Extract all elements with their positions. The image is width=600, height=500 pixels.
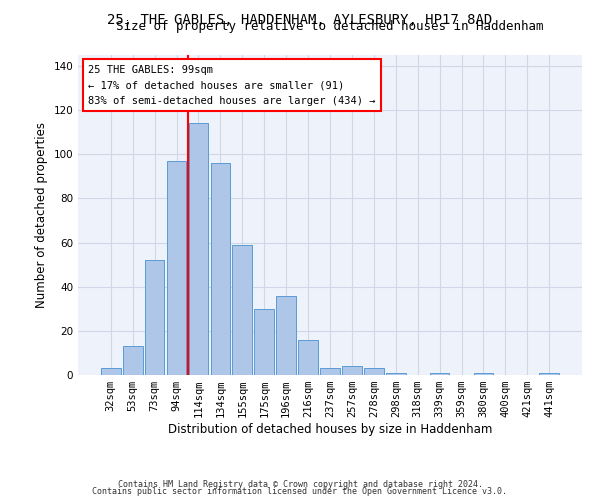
Bar — [386, 373, 406, 375]
Bar — [232, 245, 252, 375]
X-axis label: Distribution of detached houses by size in Haddenham: Distribution of detached houses by size … — [168, 423, 492, 436]
Text: Contains public sector information licensed under the Open Government Licence v3: Contains public sector information licen… — [92, 487, 508, 496]
Bar — [123, 346, 143, 375]
Bar — [145, 260, 164, 375]
Bar — [188, 124, 208, 375]
Bar — [473, 373, 493, 375]
Y-axis label: Number of detached properties: Number of detached properties — [35, 122, 48, 308]
Bar — [211, 163, 230, 375]
Bar — [539, 373, 559, 375]
Bar — [276, 296, 296, 375]
Bar — [320, 368, 340, 375]
Bar — [101, 368, 121, 375]
Bar — [167, 161, 187, 375]
Title: Size of property relative to detached houses in Haddenham: Size of property relative to detached ho… — [116, 20, 544, 33]
Bar — [254, 309, 274, 375]
Bar — [342, 366, 362, 375]
Text: Contains HM Land Registry data © Crown copyright and database right 2024.: Contains HM Land Registry data © Crown c… — [118, 480, 482, 489]
Text: 25 THE GABLES: 99sqm
← 17% of detached houses are smaller (91)
83% of semi-detac: 25 THE GABLES: 99sqm ← 17% of detached h… — [88, 64, 376, 106]
Bar — [364, 368, 384, 375]
Bar — [298, 340, 318, 375]
Text: 25, THE GABLES, HADDENHAM, AYLESBURY, HP17 8AD: 25, THE GABLES, HADDENHAM, AYLESBURY, HP… — [107, 12, 493, 26]
Bar — [430, 373, 449, 375]
